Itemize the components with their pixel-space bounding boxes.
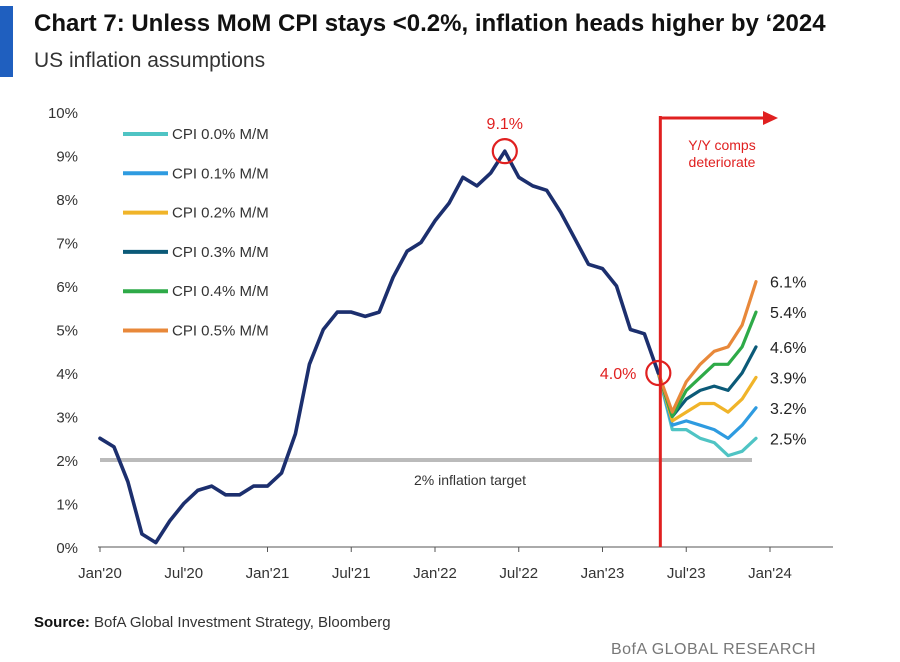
y-tick-label: 1% — [56, 497, 78, 514]
series-line-5 — [656, 280, 758, 414]
x-tick-label: Jul'20 — [164, 565, 203, 582]
line-chart: 0% 1% 2% 3% 4% 5% 6% 7% 8% 9% 10% Jan'20 Jul'20 Jan'2… — [48, 105, 833, 582]
series-line-0 — [656, 371, 758, 458]
series-end-label: 3.9% — [770, 370, 806, 387]
series-line-4 — [656, 310, 758, 419]
x-tick-label: Jul'21 — [332, 565, 371, 582]
series-line-1 — [656, 371, 758, 440]
series-end-label: 6.1% — [770, 275, 806, 292]
marker-arrow-head — [763, 111, 778, 125]
annotation-label: 4.0% — [600, 366, 636, 383]
legend-label: CPI 0.1% M/M — [172, 165, 269, 182]
y-tick-label: 6% — [56, 279, 78, 296]
x-tick-label: Jan'24 — [748, 565, 792, 582]
series-end-label: 5.4% — [770, 305, 806, 322]
chart-subtitle: US inflation assumptions — [34, 49, 266, 72]
legend-label: CPI 0.3% M/M — [172, 244, 269, 261]
chart-title: Chart 7: Unless MoM CPI stays <0.2%, inf… — [34, 10, 826, 37]
marker-label-line2: deteriorate — [689, 154, 756, 170]
y-tick-label: 3% — [56, 410, 78, 427]
annotation-circle — [491, 138, 518, 165]
series-line-2 — [656, 371, 758, 423]
legend-label: CPI 0.4% M/M — [172, 283, 269, 300]
legend-label: CPI 0.2% M/M — [172, 205, 269, 222]
legend-label: CPI 0.5% M/M — [172, 323, 269, 340]
source-label: Source: — [34, 614, 90, 631]
source-note: Source: BofA Global Investment Strategy,… — [34, 614, 391, 631]
y-tick-label: 2% — [56, 453, 78, 470]
title-accent-bar — [0, 6, 13, 77]
history-line — [98, 149, 661, 545]
x-tick-label: Jul'22 — [499, 565, 538, 582]
x-tick-label: Jul'23 — [667, 565, 706, 582]
x-tick-label: Jan'21 — [246, 565, 290, 582]
y-tick-label: 10% — [48, 105, 78, 122]
x-tick-label: Jan'23 — [581, 565, 625, 582]
annotation-label: 9.1% — [487, 116, 523, 133]
target-line-label: 2% inflation target — [414, 472, 526, 488]
legend-label: CPI 0.0% M/M — [172, 126, 269, 143]
x-tick-label: Jan'20 — [78, 565, 122, 582]
y-tick-label: 4% — [56, 366, 78, 383]
series-end-label: 4.6% — [770, 340, 806, 357]
y-tick-label: 7% — [56, 236, 78, 253]
series-end-label: 2.5% — [770, 431, 806, 448]
brand-label: BofA GLOBAL RESEARCH — [610, 641, 816, 658]
marker-label-line1: Y/Y comps — [688, 137, 755, 153]
x-tick-label: Jan'22 — [413, 565, 457, 582]
y-tick-label: 0% — [56, 540, 78, 557]
y-tick-label: 8% — [56, 192, 78, 209]
source-text: BofA Global Investment Strategy, Bloombe… — [94, 614, 391, 631]
annotation-circle — [645, 359, 672, 387]
y-tick-label: 9% — [56, 149, 78, 166]
y-tick-label: 5% — [56, 323, 78, 340]
series-end-label: 3.2% — [770, 401, 806, 418]
